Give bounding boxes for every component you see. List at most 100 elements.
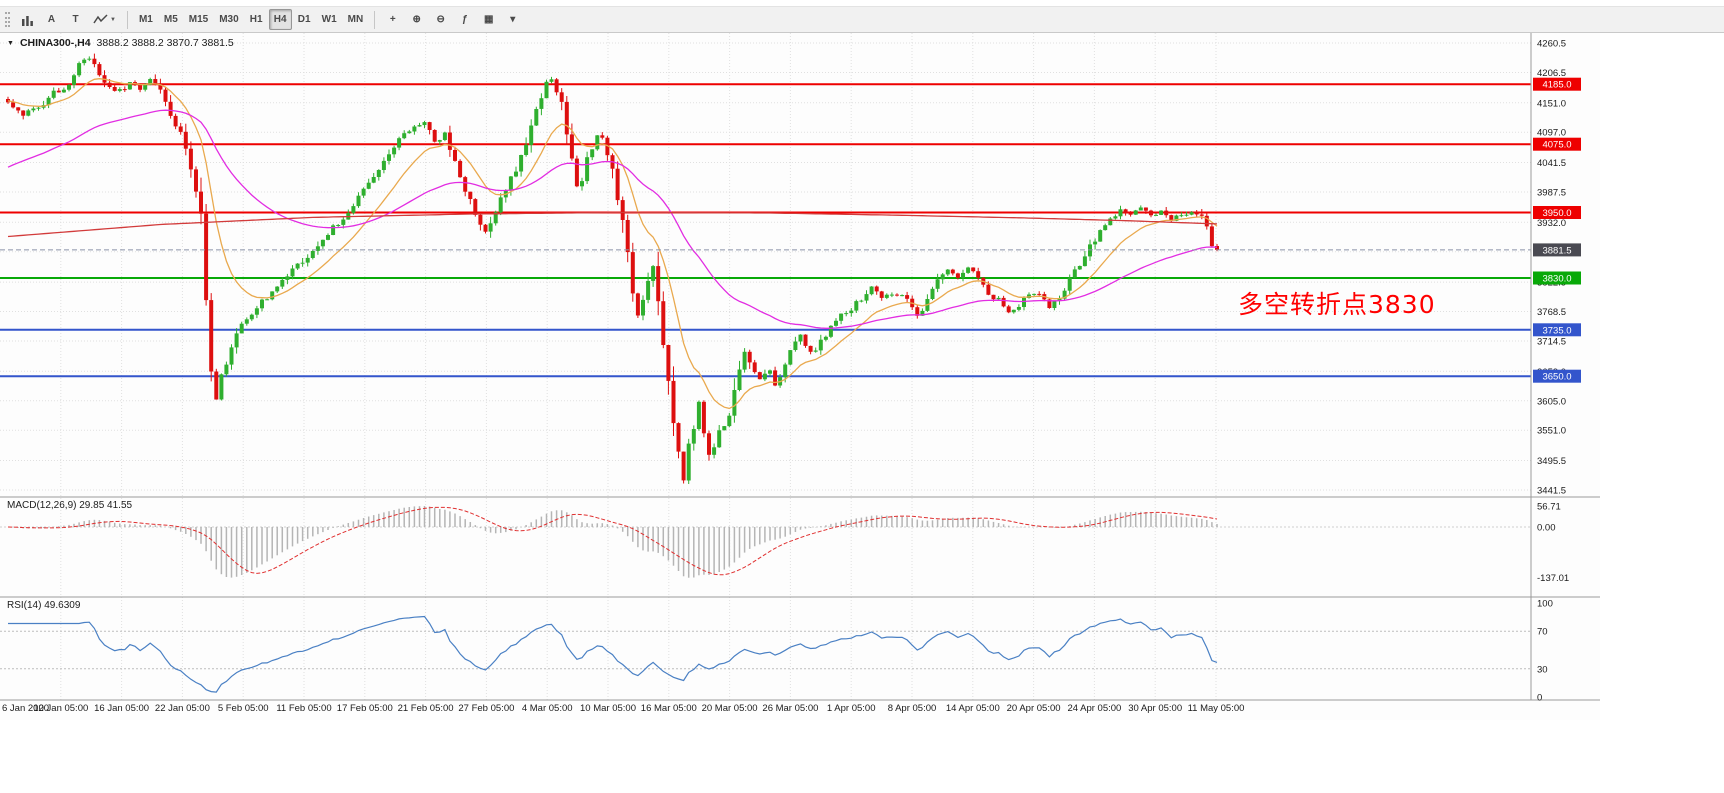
- annotation-text[interactable]: 多空转折点3830: [1238, 290, 1436, 319]
- timeframe-m5[interactable]: M5: [163, 14, 178, 25]
- svg-text:21 Feb 05:00: 21 Feb 05:00: [398, 703, 454, 714]
- svg-text:17 Feb 05:00: 17 Feb 05:00: [337, 703, 393, 714]
- macd-signal-line: [7, 506, 1218, 576]
- tile-windows-icon[interactable]: ▦: [484, 14, 494, 25]
- svg-text:3441.5: 3441.5: [1537, 486, 1566, 497]
- crosshair-icon[interactable]: +: [389, 14, 396, 25]
- level-price-badge[interactable]: 4185.0: [1533, 77, 1581, 91]
- timeframe-mn[interactable]: MN: [347, 14, 364, 25]
- chart-canvas[interactable]: 4260.5 4206.5 4151.0 4097.0 4041.5 3987.5 3932…: [0, 33, 1600, 720]
- svg-text:11 May 05:00: 11 May 05:00: [1188, 703, 1245, 714]
- timeframe-m30[interactable]: M30: [219, 14, 239, 25]
- indicators-icon[interactable]: ƒ: [461, 14, 468, 25]
- ma-red-slow: [7, 211, 1218, 238]
- current-price-badge[interactable]: 3881.5: [1533, 243, 1581, 257]
- svg-text:5 Feb 05:00: 5 Feb 05:00: [218, 703, 269, 714]
- toolbar-right-group: + ⊕ ⊖ ƒ ▦ ▾: [381, 9, 524, 30]
- level-price-badge[interactable]: 3735.0: [1533, 323, 1581, 337]
- macd-indicator-label: MACD(12,26,9) 29.85 41.55: [7, 500, 133, 511]
- level-price-badge[interactable]: 4075.0: [1533, 137, 1581, 151]
- toolbar: A T ▼ M1 M5 M15 M30 H1 H4 D1 W1 MN + ⊕ ⊖ ƒ ▦ ▾: [0, 6, 1724, 33]
- rsi-axis-label: 100: [1537, 599, 1553, 610]
- rsi-axis-label: 30: [1537, 664, 1548, 675]
- level-price-badge[interactable]: 3650.0: [1533, 369, 1581, 383]
- rsi-axis-label: 0: [1537, 693, 1542, 704]
- timeframe-m15[interactable]: M15: [188, 14, 209, 25]
- zoom-out-icon[interactable]: ⊖: [436, 14, 445, 25]
- svg-text:14 Apr 05:00: 14 Apr 05:00: [946, 703, 1000, 714]
- timeframe-h1[interactable]: H1: [249, 14, 263, 25]
- svg-text:22 Jan 05:00: 22 Jan 05:00: [155, 703, 210, 714]
- svg-text:4097.0: 4097.0: [1537, 128, 1566, 139]
- chart-menu-icon: ▼: [7, 39, 14, 47]
- level-price-badge[interactable]: 3830.0: [1533, 271, 1581, 285]
- grid-layer: [0, 33, 1531, 700]
- svg-text:3950.0: 3950.0: [1542, 208, 1571, 219]
- svg-text:3735.0: 3735.0: [1542, 325, 1571, 336]
- toolbar-separator: [126, 10, 128, 29]
- rsi-axis-label: 70: [1537, 627, 1548, 638]
- ma-magenta-mid: [7, 109, 1218, 329]
- macd-axis-label: -137.01: [1537, 573, 1569, 584]
- rsi-pane: [0, 615, 1531, 693]
- svg-text:3605.0: 3605.0: [1537, 396, 1566, 407]
- svg-text:3881.5: 3881.5: [1542, 245, 1571, 256]
- svg-text:3768.5: 3768.5: [1537, 307, 1566, 318]
- svg-text:4 Mar 05:00: 4 Mar 05:00: [522, 703, 573, 714]
- svg-text:27 Feb 05:00: 27 Feb 05:00: [458, 703, 514, 714]
- svg-text:16 Mar 05:00: 16 Mar 05:00: [641, 703, 697, 714]
- svg-text:3987.5: 3987.5: [1537, 188, 1566, 199]
- rsi-line: [8, 615, 1218, 693]
- text-tool-button[interactable]: T: [72, 14, 79, 25]
- svg-text:10 Mar 05:00: 10 Mar 05:00: [580, 703, 636, 714]
- chart-ohlc-quote: 3888.2 3888.2 3870.7 3881.5: [96, 37, 234, 49]
- svg-text:24 Apr 05:00: 24 Apr 05:00: [1067, 703, 1121, 714]
- pane-separators: [0, 33, 1600, 701]
- svg-text:6 Jan 2020: 6 Jan 2020: [2, 703, 49, 714]
- chart-region: 4260.5 4206.5 4151.0 4097.0 4041.5 3987.5 3932…: [0, 33, 1600, 720]
- bar-chart-icon[interactable]: [16, 9, 39, 30]
- horizontal-level-lines[interactable]: [0, 83, 1531, 378]
- macd-axis-label: 56.71: [1537, 502, 1561, 513]
- svg-text:20 Mar 05:00: 20 Mar 05:00: [702, 703, 758, 714]
- svg-text:3714.5: 3714.5: [1537, 337, 1566, 348]
- svg-text:4206.5: 4206.5: [1537, 68, 1566, 79]
- toolbar-left-group: A T ▼: [16, 9, 121, 30]
- svg-text:11 Feb 05:00: 11 Feb 05:00: [276, 703, 331, 714]
- templates-dropdown-icon[interactable]: ▾: [510, 14, 516, 25]
- arrow-tool-button[interactable]: A: [47, 14, 56, 25]
- svg-text:3932.0: 3932.0: [1537, 218, 1566, 229]
- rsi-indicator-label: RSI(14) 49.6309: [7, 600, 81, 611]
- chart-symbol-period: CHINA300-,H4: [19, 37, 91, 49]
- svg-text:3650.0: 3650.0: [1542, 372, 1571, 383]
- price-axis-labels: 4260.5 4206.5 4151.0 4097.0 4041.5 3987.5 3932…: [1537, 39, 1566, 497]
- candles-layer: [6, 53, 1219, 484]
- macd-axis-label: 0.00: [1537, 523, 1556, 534]
- zoom-in-icon[interactable]: ⊕: [412, 14, 421, 25]
- svg-text:16 Jan 05:00: 16 Jan 05:00: [94, 703, 149, 714]
- timeframe-w1[interactable]: W1: [321, 14, 337, 25]
- toolbar-separator: [374, 10, 376, 29]
- toolbar-grip[interactable]: [5, 12, 10, 27]
- macd-pane: [0, 506, 1531, 578]
- svg-text:26 Mar 05:00: 26 Mar 05:00: [762, 703, 818, 714]
- svg-text:3495.5: 3495.5: [1537, 456, 1566, 467]
- price-badges: 4185.0 4075.0 3950.0 3830.0 3735.0 3650.0 3881…: [1533, 77, 1581, 383]
- chart-title: ▼ CHINA300-,H4 3888.2 3888.2 3870.7 3881…: [7, 37, 234, 49]
- timeframe-m1[interactable]: M1: [138, 14, 153, 25]
- svg-text:4185.0: 4185.0: [1542, 80, 1571, 91]
- timeframe-h4[interactable]: H4: [268, 9, 292, 30]
- svg-text:4041.5: 4041.5: [1537, 158, 1566, 169]
- svg-text:8 Apr 05:00: 8 Apr 05:00: [888, 703, 937, 714]
- timeframe-d1[interactable]: D1: [297, 14, 311, 25]
- svg-text:4151.0: 4151.0: [1537, 98, 1566, 109]
- svg-text:20 Apr 05:00: 20 Apr 05:00: [1007, 703, 1061, 714]
- line-studies-button[interactable]: ▼: [88, 9, 121, 30]
- svg-text:3830.0: 3830.0: [1542, 274, 1571, 285]
- svg-text:4075.0: 4075.0: [1542, 140, 1571, 151]
- level-price-badge[interactable]: 3950.0: [1533, 206, 1581, 219]
- svg-text:30 Apr 05:00: 30 Apr 05:00: [1128, 703, 1182, 714]
- svg-text:4260.5: 4260.5: [1537, 39, 1566, 50]
